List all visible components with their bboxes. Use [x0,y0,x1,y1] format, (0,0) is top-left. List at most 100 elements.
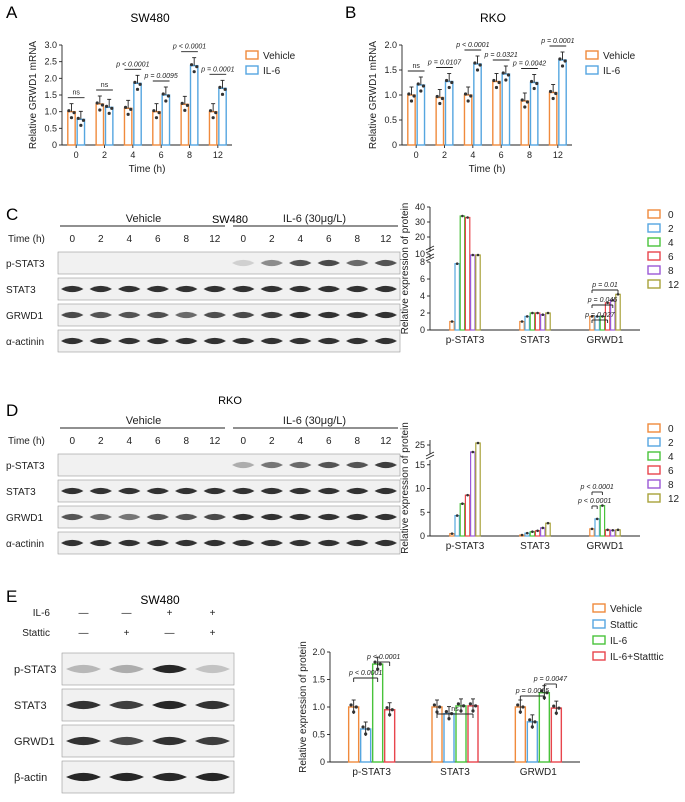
stat-3: p = 0.0095 [144,73,178,80]
band [203,487,226,495]
band [195,772,230,782]
bar-point-1 [523,105,527,109]
bar-point-2 [138,82,142,86]
bar-il-6 [558,59,567,146]
bar-il-6 [416,84,426,146]
bar-point-2 [533,720,537,724]
stat-d-1: p < 0.0001 [577,498,611,505]
bar-point-0 [95,101,99,105]
bar-point-2 [474,704,478,708]
band [232,461,255,469]
bar-il-6 [501,73,511,146]
bar-point-1 [388,713,392,717]
legend-swatch [245,65,259,75]
bar-point-0 [208,109,213,113]
bar-point [595,315,599,318]
bar-il-6 [444,80,454,146]
bar-vehicle [548,91,558,146]
bar-point-1 [419,89,423,93]
band [66,664,101,674]
stat-2: p < 0.0001 [115,61,149,68]
treatment-label: IL-6 [33,608,51,619]
bar-point [601,504,604,507]
treatment-mark: + [210,628,216,639]
legend-label: 2 [668,438,674,449]
bar-point [471,450,475,454]
legend-swatch [585,50,599,60]
band [175,337,198,345]
band [175,487,198,495]
bar-point-2 [366,727,370,731]
band [175,539,198,547]
bar-point-0 [520,98,524,102]
bar-point-1 [135,87,140,91]
y-tick-label: 2.0 [384,40,397,50]
bar-point-0 [463,92,468,96]
time-value: 0 [69,234,75,245]
bar-point [476,253,480,257]
bar-point-1 [192,70,196,74]
bar-t8 [470,254,476,331]
y-tick-label: 2.0 [312,647,325,657]
band [346,259,369,267]
stat-e-4: p = 0.0047 [533,676,568,683]
time-value: 2 [269,234,275,245]
band [374,285,397,293]
chart-b: 0 0.5 1.0 1.5 2.0 0 ns 2 p = 0.0107 4 p < 0.0001 6 p… [368,38,636,175]
bar-t4 [599,505,606,537]
stat-1: ns [101,82,109,89]
y-tick-label: 15 [415,460,425,470]
time-value: 6 [155,234,161,245]
bar-t2 [524,315,531,331]
bar-point-2 [223,87,227,91]
band [260,311,283,319]
band [203,285,226,293]
bar-point-1 [447,85,451,90]
legend-swatch [647,493,661,503]
panel-e-letter: E [6,587,17,606]
bar-point-1 [352,710,356,714]
time-value: 0 [240,234,246,245]
band [66,736,101,746]
y-tick-label: 1.5 [312,675,325,685]
time-value: 6 [155,436,161,447]
time-value: 12 [380,436,392,447]
bar-point-1 [364,732,368,736]
bar-point-0 [180,101,184,105]
time-value: 2 [269,436,275,447]
y-tick-label: 6 [420,274,425,284]
bar-point [546,311,550,315]
band [317,513,340,521]
bar-point-0 [218,85,222,89]
stat-4: p < 0.0001 [172,44,206,51]
treatment-mark: + [167,608,173,619]
bar-point-2 [506,73,511,77]
bar-point-0 [552,704,556,708]
y-axis-label: Relative GRWD1 mRNA [28,41,39,149]
band [61,285,84,293]
bar-point-1 [459,709,463,713]
legend-swatch [647,251,661,261]
band [203,337,226,345]
bar-point [455,514,459,517]
time-value: 4 [126,234,132,245]
band [232,539,255,547]
bar-point [450,320,454,323]
stat-4: p = 0.0042 [512,61,546,68]
band [195,664,230,674]
panel-d-letter: D [6,401,18,420]
bar-point-0 [529,79,534,84]
time-label: Time (h) [8,234,45,245]
legend-swatch [592,619,606,629]
legend-label: 4 [668,238,674,249]
band [317,461,340,469]
band [346,285,369,293]
stat-c-2: p = 0.027 [584,312,615,319]
band [195,736,230,746]
group-label-vehicle: Vehicle [126,415,161,427]
band-label: STAT3 [14,700,47,712]
stat-2: p < 0.0001 [455,42,489,49]
band [260,461,283,469]
bar-point-1 [435,710,439,714]
band [289,337,312,345]
